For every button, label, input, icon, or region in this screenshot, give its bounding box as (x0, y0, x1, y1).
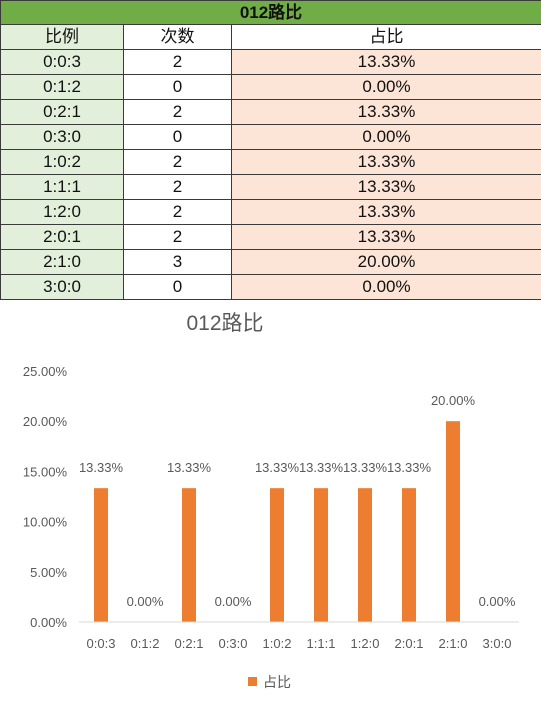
x-tick-label: 0:1:2 (131, 636, 160, 651)
cell-percent: 0.00% (232, 275, 541, 300)
data-label: 13.33% (299, 460, 344, 475)
table-title-row: 012路比 (1, 1, 541, 25)
x-tick-label: 1:0:2 (263, 636, 292, 651)
cell-percent: 0.00% (232, 75, 541, 100)
x-axis: 0:0:3 0:1:2 0:2:1 0:3:0 1:0:2 1:1:1 1:2:0 2:0:1… (79, 622, 519, 651)
cell-count: 2 (124, 50, 232, 75)
cell-ratio: 1:2:0 (1, 200, 124, 225)
bar (358, 488, 372, 622)
x-tick-label: 0:0:3 (87, 636, 116, 651)
x-tick-label: 2:0:1 (395, 636, 424, 651)
y-tick-label: 25.00% (23, 364, 68, 379)
cell-count: 2 (124, 150, 232, 175)
cell-percent: 13.33% (232, 150, 541, 175)
cell-percent: 13.33% (232, 175, 541, 200)
y-tick-label: 15.00% (23, 464, 68, 479)
cell-count: 2 (124, 175, 232, 200)
table-title: 012路比 (1, 1, 541, 25)
x-tick-label: 1:1:1 (307, 636, 336, 651)
bar (446, 421, 460, 622)
table-header-row: 比例 次数 占比 (1, 25, 541, 50)
bar (314, 488, 328, 622)
cell-ratio: 3:0:0 (1, 275, 124, 300)
bar (402, 488, 416, 622)
cell-percent: 13.33% (232, 225, 541, 250)
x-tick-label: 1:2:0 (351, 636, 380, 651)
x-tick-label: 2:1:0 (439, 636, 468, 651)
cell-ratio: 0:1:2 (1, 75, 124, 100)
cell-ratio: 0:2:1 (1, 100, 124, 125)
y-tick-label: 0.00% (30, 615, 67, 630)
x-tick-label: 0:2:1 (175, 636, 204, 651)
cell-percent: 13.33% (232, 200, 541, 225)
cell-percent: 13.33% (232, 100, 541, 125)
cell-count: 2 (124, 100, 232, 125)
cell-count: 0 (124, 275, 232, 300)
header-count: 次数 (124, 25, 232, 50)
data-label: 13.33% (343, 460, 388, 475)
cell-count: 2 (124, 225, 232, 250)
bars: 13.33%0.00%13.33%0.00%13.33%13.33%13.33%… (79, 393, 516, 622)
cell-ratio: 2:0:1 (1, 225, 124, 250)
cell-count: 3 (124, 250, 232, 275)
data-label: 0.00% (215, 594, 252, 609)
legend: 占比 (248, 674, 291, 690)
cell-count: 2 (124, 200, 232, 225)
y-tick-label: 20.00% (23, 414, 68, 429)
y-tick-label: 5.00% (30, 565, 67, 580)
x-tick-label: 0:3:0 (219, 636, 248, 651)
data-label: 0.00% (127, 594, 164, 609)
chart-title: 012路比 (186, 312, 263, 335)
cell-ratio: 0:0:3 (1, 50, 124, 75)
cell-count: 0 (124, 75, 232, 100)
data-label: 20.00% (431, 393, 476, 408)
bar (182, 488, 196, 622)
y-axis: 0.00% 5.00% 10.00% 15.00% 20.00% 25.00% (23, 364, 68, 630)
legend-label: 占比 (263, 674, 291, 690)
cell-ratio: 1:0:2 (1, 150, 124, 175)
bar (94, 488, 108, 622)
cell-ratio: 2:1:0 (1, 250, 124, 275)
header-percent: 占比 (232, 25, 541, 50)
data-label: 13.33% (255, 460, 300, 475)
data-label: 0.00% (479, 594, 516, 609)
data-label: 13.33% (167, 460, 212, 475)
bar-chart: 012路比 0.00% 5.00% 10.00% 15.00% 20.00% 25.00%… (0, 300, 541, 706)
data-label: 13.33% (79, 460, 124, 475)
y-tick-label: 10.00% (23, 515, 68, 530)
x-tick-label: 3:0:0 (483, 636, 512, 651)
cell-ratio: 1:1:1 (1, 175, 124, 200)
cell-percent: 0.00% (232, 125, 541, 150)
cell-ratio: 0:3:0 (1, 125, 124, 150)
chart-area: 012路比 0.00% 5.00% 10.00% 15.00% 20.00% 25.00%… (0, 300, 541, 706)
data-label: 13.33% (387, 460, 432, 475)
bar (270, 488, 284, 622)
legend-swatch (248, 677, 257, 686)
cell-percent: 20.00% (232, 250, 541, 275)
cell-count: 0 (124, 125, 232, 150)
cell-percent: 13.33% (232, 50, 541, 75)
header-ratio: 比例 (1, 25, 124, 50)
